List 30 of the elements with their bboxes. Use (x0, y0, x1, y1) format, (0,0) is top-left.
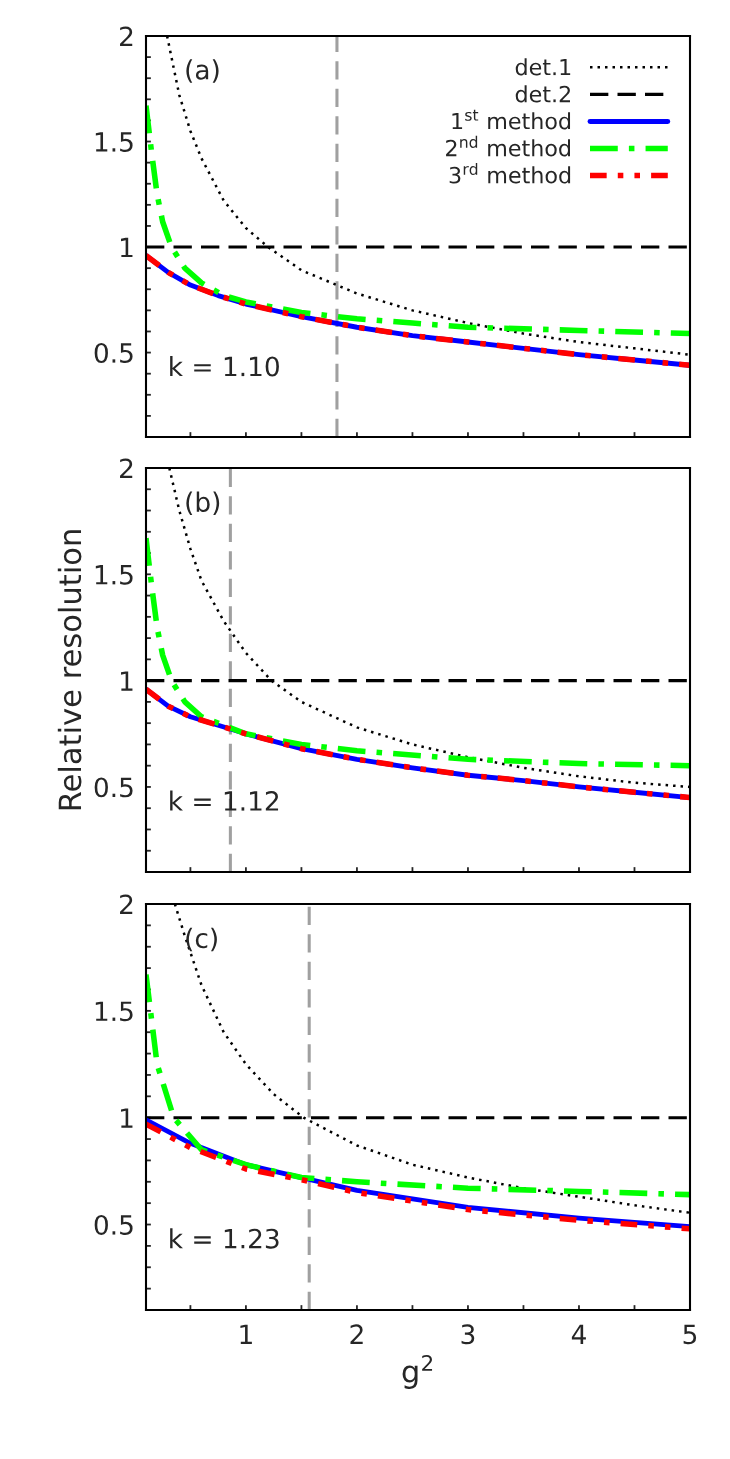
legend-label: 1$^{st}$ method (452, 109, 571, 130)
y-tick-label: 1 (121, 1108, 133, 1128)
y-tick-label: 1.5 (95, 1001, 133, 1022)
x-axis-title: g$^{2}$ (402, 1354, 433, 1389)
legend-label: det.2 (515, 85, 570, 103)
y-tick-label: 0.5 (94, 1214, 133, 1235)
y-tick-label: 1.5 (95, 132, 133, 152)
annotation: k = 1.10 (170, 356, 279, 377)
annotation: (c) (186, 927, 217, 952)
annotation: (b) (186, 491, 220, 516)
y-tick-label: 0.5 (94, 777, 133, 798)
legend-label: 3$^{rd}$ method (449, 162, 571, 184)
x-tick-label: 1 (240, 1324, 252, 1344)
x-tick-label: 2 (350, 1324, 363, 1344)
annotation: (a) (186, 59, 219, 83)
y-tick-label: 2 (120, 26, 133, 47)
y-tick-label: 1 (121, 671, 133, 691)
y-tick-label: 0.5 (94, 343, 133, 363)
x-tick-label: 5 (683, 1324, 697, 1345)
y-tick-label: 1 (121, 237, 133, 258)
y-axis-title: Relative resolution (57, 530, 82, 810)
y-tick-label: 2 (120, 894, 133, 915)
legend-label: 2$^{nd}$ method (446, 135, 570, 157)
x-tick-label: 4 (571, 1324, 586, 1344)
annotation: k = 1.23 (170, 1228, 279, 1249)
legend-label: det.1 (515, 58, 571, 76)
annotation: k = 1.12 (170, 790, 279, 811)
y-tick-label: 1.5 (95, 565, 133, 585)
y-tick-label: 2 (120, 458, 133, 479)
x-tick-label: 3 (461, 1324, 475, 1345)
